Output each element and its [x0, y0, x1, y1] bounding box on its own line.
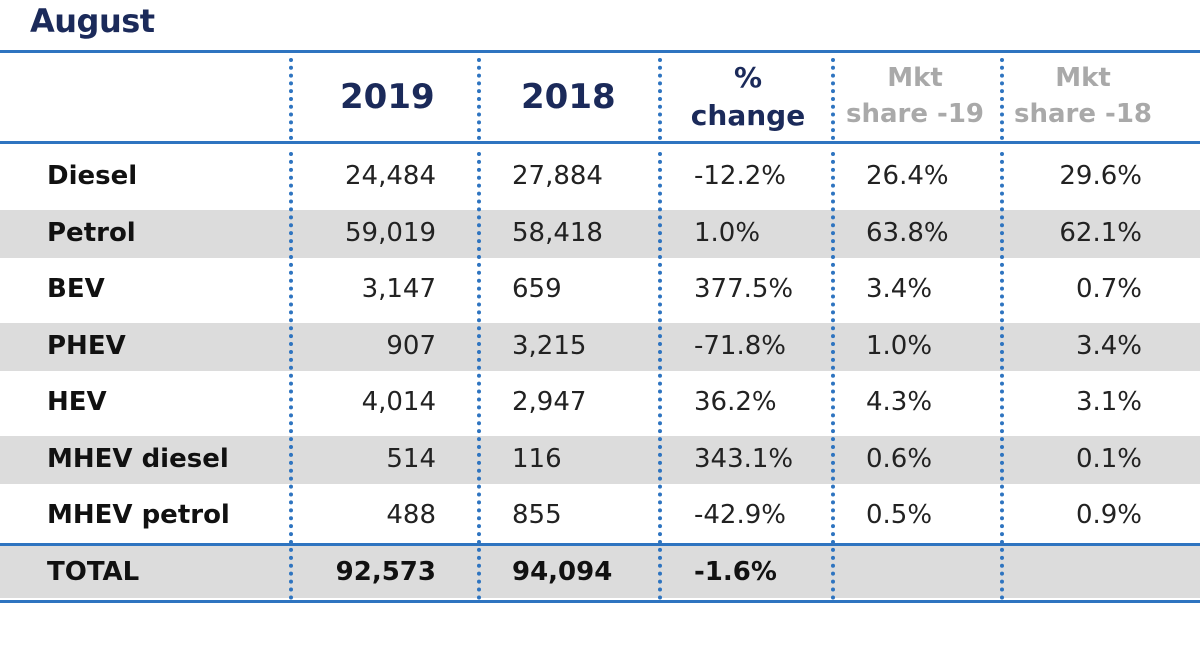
cell-share-19: 1.0%	[866, 330, 933, 361]
cell-2019: 907	[386, 330, 436, 361]
cell-change: -71.8%	[694, 330, 786, 361]
cell-change: -12.2%	[694, 161, 786, 192]
cell-2019: 24,484	[345, 161, 436, 192]
cell-2019: 3,147	[361, 274, 436, 305]
row-label: HEV	[47, 387, 107, 418]
cell-share-18: 29.6%	[1059, 161, 1142, 192]
cell-2018: 659	[512, 274, 562, 305]
header-mkt18-line2: share -18	[1013, 99, 1152, 129]
header-mkt19-line2: share -19	[845, 99, 984, 129]
cell-change: 343.1%	[694, 443, 794, 474]
column-separator	[658, 152, 662, 600]
cell-share-18: 62.1%	[1059, 217, 1142, 248]
cell-2019: 488	[386, 500, 436, 531]
cell-share-19: 3.4%	[866, 274, 933, 305]
cell-share-18: 0.7%	[1075, 274, 1142, 305]
rule-total-top	[0, 543, 1200, 546]
rule-header-bottom	[0, 141, 1200, 144]
cell-2019: 92,573	[335, 557, 436, 587]
cell-share-18: 3.4%	[1075, 330, 1142, 361]
rule-top	[0, 50, 1200, 53]
column-separator	[477, 58, 481, 140]
column-separator	[289, 58, 293, 140]
column-separator	[1000, 152, 1004, 600]
cell-share-18: 3.1%	[1075, 387, 1142, 418]
cell-share-19: 0.6%	[866, 443, 933, 474]
cell-change: -42.9%	[694, 500, 786, 531]
column-separator	[477, 152, 481, 600]
cell-2018: 58,418	[512, 217, 603, 248]
cell-share-19: 0.5%	[866, 500, 933, 531]
column-separator	[1000, 58, 1004, 140]
header-2018: 2018	[521, 77, 616, 117]
column-separator	[658, 58, 662, 140]
rule-bottom	[0, 600, 1200, 603]
row-stripe	[0, 322, 1200, 371]
row-label: PHEV	[47, 330, 126, 361]
column-separator	[831, 152, 835, 600]
column-separator	[289, 152, 293, 600]
row-label: MHEV diesel	[47, 443, 229, 474]
table-title: August	[30, 2, 155, 40]
cell-2018: 855	[512, 500, 562, 531]
cell-2018: 116	[512, 443, 562, 474]
header-pct-line2: change	[690, 99, 806, 132]
cell-share-19: 4.3%	[866, 387, 933, 418]
header-pct-line1: %	[733, 61, 763, 94]
cell-change: 36.2%	[694, 387, 777, 418]
cell-2019: 514	[386, 443, 436, 474]
row-label: MHEV petrol	[47, 500, 230, 531]
cell-change: -1.6%	[694, 557, 777, 587]
cell-2018: 94,094	[512, 557, 613, 587]
cell-share-18: 0.1%	[1075, 443, 1142, 474]
cell-share-19: 63.8%	[866, 217, 949, 248]
header-mkt19-line1: Mkt	[887, 63, 943, 93]
cell-share-19: 26.4%	[866, 161, 949, 192]
row-label: TOTAL	[47, 557, 140, 587]
row-label: Diesel	[47, 161, 138, 192]
cell-2018: 2,947	[512, 387, 587, 418]
cell-2018: 27,884	[512, 161, 603, 192]
cell-2019: 59,019	[345, 217, 436, 248]
cell-2018: 3,215	[512, 330, 587, 361]
cell-2019: 4,014	[361, 387, 436, 418]
row-label: Petrol	[47, 217, 136, 248]
cell-change: 377.5%	[694, 274, 794, 305]
header-2019: 2019	[340, 77, 435, 117]
header-mkt18-line1: Mkt	[1055, 63, 1111, 93]
cell-share-18: 0.9%	[1075, 500, 1142, 531]
row-label: BEV	[47, 274, 105, 305]
column-separator	[831, 58, 835, 140]
cell-change: 1.0%	[694, 217, 761, 248]
